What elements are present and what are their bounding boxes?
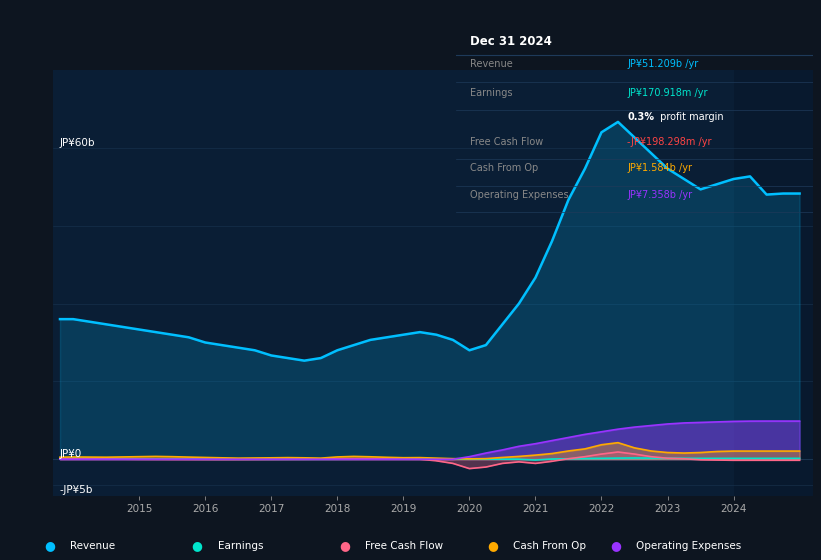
Text: JP¥60b: JP¥60b: [60, 138, 95, 148]
Text: Revenue: Revenue: [470, 59, 512, 69]
Text: Revenue: Revenue: [70, 541, 115, 551]
Text: ●: ●: [44, 539, 55, 553]
Text: -JP¥5b: -JP¥5b: [60, 485, 94, 495]
Text: JP¥51.209b /yr: JP¥51.209b /yr: [627, 59, 699, 69]
Text: ●: ●: [339, 539, 351, 553]
Text: Cash From Op: Cash From Op: [470, 164, 539, 174]
Text: Free Cash Flow: Free Cash Flow: [470, 137, 544, 147]
Text: profit margin: profit margin: [658, 113, 724, 122]
Text: Operating Expenses: Operating Expenses: [636, 541, 741, 551]
Text: JP¥170.918m /yr: JP¥170.918m /yr: [627, 88, 708, 98]
Text: ●: ●: [191, 539, 203, 553]
Text: 0.3%: 0.3%: [627, 113, 654, 122]
Text: Earnings: Earnings: [470, 88, 512, 98]
Text: JP¥7.358b /yr: JP¥7.358b /yr: [627, 190, 692, 200]
Text: JP¥1.584b /yr: JP¥1.584b /yr: [627, 164, 692, 174]
Text: ●: ●: [610, 539, 621, 553]
Bar: [733, 70, 813, 496]
Text: Dec 31 2024: Dec 31 2024: [470, 35, 552, 48]
Text: Cash From Op: Cash From Op: [513, 541, 586, 551]
Text: ●: ●: [487, 539, 498, 553]
Text: Free Cash Flow: Free Cash Flow: [365, 541, 443, 551]
Text: Operating Expenses: Operating Expenses: [470, 190, 569, 200]
Text: JP¥0: JP¥0: [60, 449, 82, 459]
Text: -JP¥198.298m /yr: -JP¥198.298m /yr: [627, 137, 712, 147]
Text: Earnings: Earnings: [218, 541, 263, 551]
